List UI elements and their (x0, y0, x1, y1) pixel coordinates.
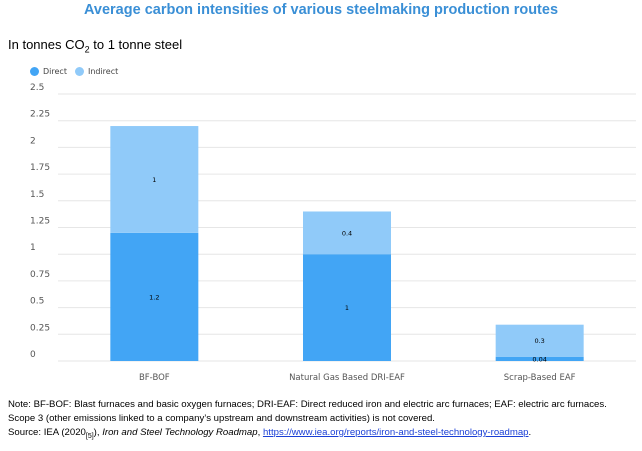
subtitle-text: In tonnes CO (8, 37, 85, 52)
chart-subtitle: In tonnes CO2 to 1 tonne steel (8, 37, 182, 55)
source-mid: ), (93, 427, 103, 438)
subtitle-subscript: 2 (84, 44, 90, 55)
y-tick-label: 0.25 (30, 323, 50, 333)
y-tick-label: 1.5 (30, 190, 44, 200)
y-tick-label: 2 (30, 136, 36, 146)
x-tick-label: Natural Gas Based DRI-EAF (289, 373, 405, 383)
legend-label-indirect: Indirect (87, 67, 119, 76)
y-tick-label: 2.5 (30, 83, 44, 93)
subtitle-text-end: to 1 tonne steel (89, 37, 183, 52)
legend-swatch-direct (30, 67, 39, 76)
y-tick-label: 2.25 (30, 110, 50, 120)
source-line: Source: IEA (2020[5]), Iron and Steel Te… (8, 426, 638, 444)
bar-indirect (495, 324, 584, 357)
legend-label-direct: Direct (43, 67, 67, 76)
bar-direct (495, 356, 584, 361)
chart-title: Average carbon intensities of various st… (83, 2, 559, 18)
data-label: 0.3 (534, 337, 544, 345)
legend-swatch-indirect (74, 67, 84, 76)
x-tick-label: Scrap-Based EAF (504, 373, 576, 383)
source-separator: , (257, 427, 263, 438)
data-label: 1 (345, 304, 349, 312)
y-tick-label: 0.75 (30, 270, 50, 280)
bar-indirect (303, 211, 391, 255)
data-label: 0.4 (342, 229, 352, 237)
bar-direct (303, 254, 391, 361)
bar-direct (110, 232, 199, 361)
x-tick-label: BF-BOF (139, 373, 170, 383)
y-tick-label: 0 (30, 350, 36, 360)
source-title: Iron and Steel Technology Roadmap (102, 427, 258, 438)
data-label: 1.2 (149, 293, 159, 301)
legend-item-indirect[interactable]: Indirect (74, 67, 119, 76)
data-label: 0.04 (532, 355, 546, 363)
source-end: . (528, 427, 532, 438)
data-label: 1 (152, 176, 156, 184)
y-tick-label: 0.5 (30, 297, 44, 307)
source-link[interactable]: https://www.iea.org/reports/iron-and-ste… (262, 427, 529, 438)
source-prefix: Source: IEA (2020 (8, 427, 86, 438)
y-tick-label: 1.25 (30, 217, 50, 227)
note-line-1: Note: BF-BOF: Blast furnaces and basic o… (8, 399, 607, 410)
y-tick-label: 1 (30, 243, 36, 253)
bar-chart: 0 0.25 0.5 0.75 1 1.25 1.5 1.75 2 2.25 2.5 1.2 1 BF-B… (30, 83, 636, 383)
source-reference: [5] (85, 432, 94, 440)
chart-note: Note: BF-BOF: Blast furnaces and basic o… (8, 398, 638, 444)
bar-indirect (110, 126, 199, 233)
y-tick-label: 1.75 (30, 163, 50, 173)
chart-legend: Direct Indirect (30, 67, 118, 76)
legend-item-direct[interactable]: Direct (30, 67, 67, 76)
note-line-2: Scope 3 (other emissions linked to a com… (8, 413, 435, 424)
